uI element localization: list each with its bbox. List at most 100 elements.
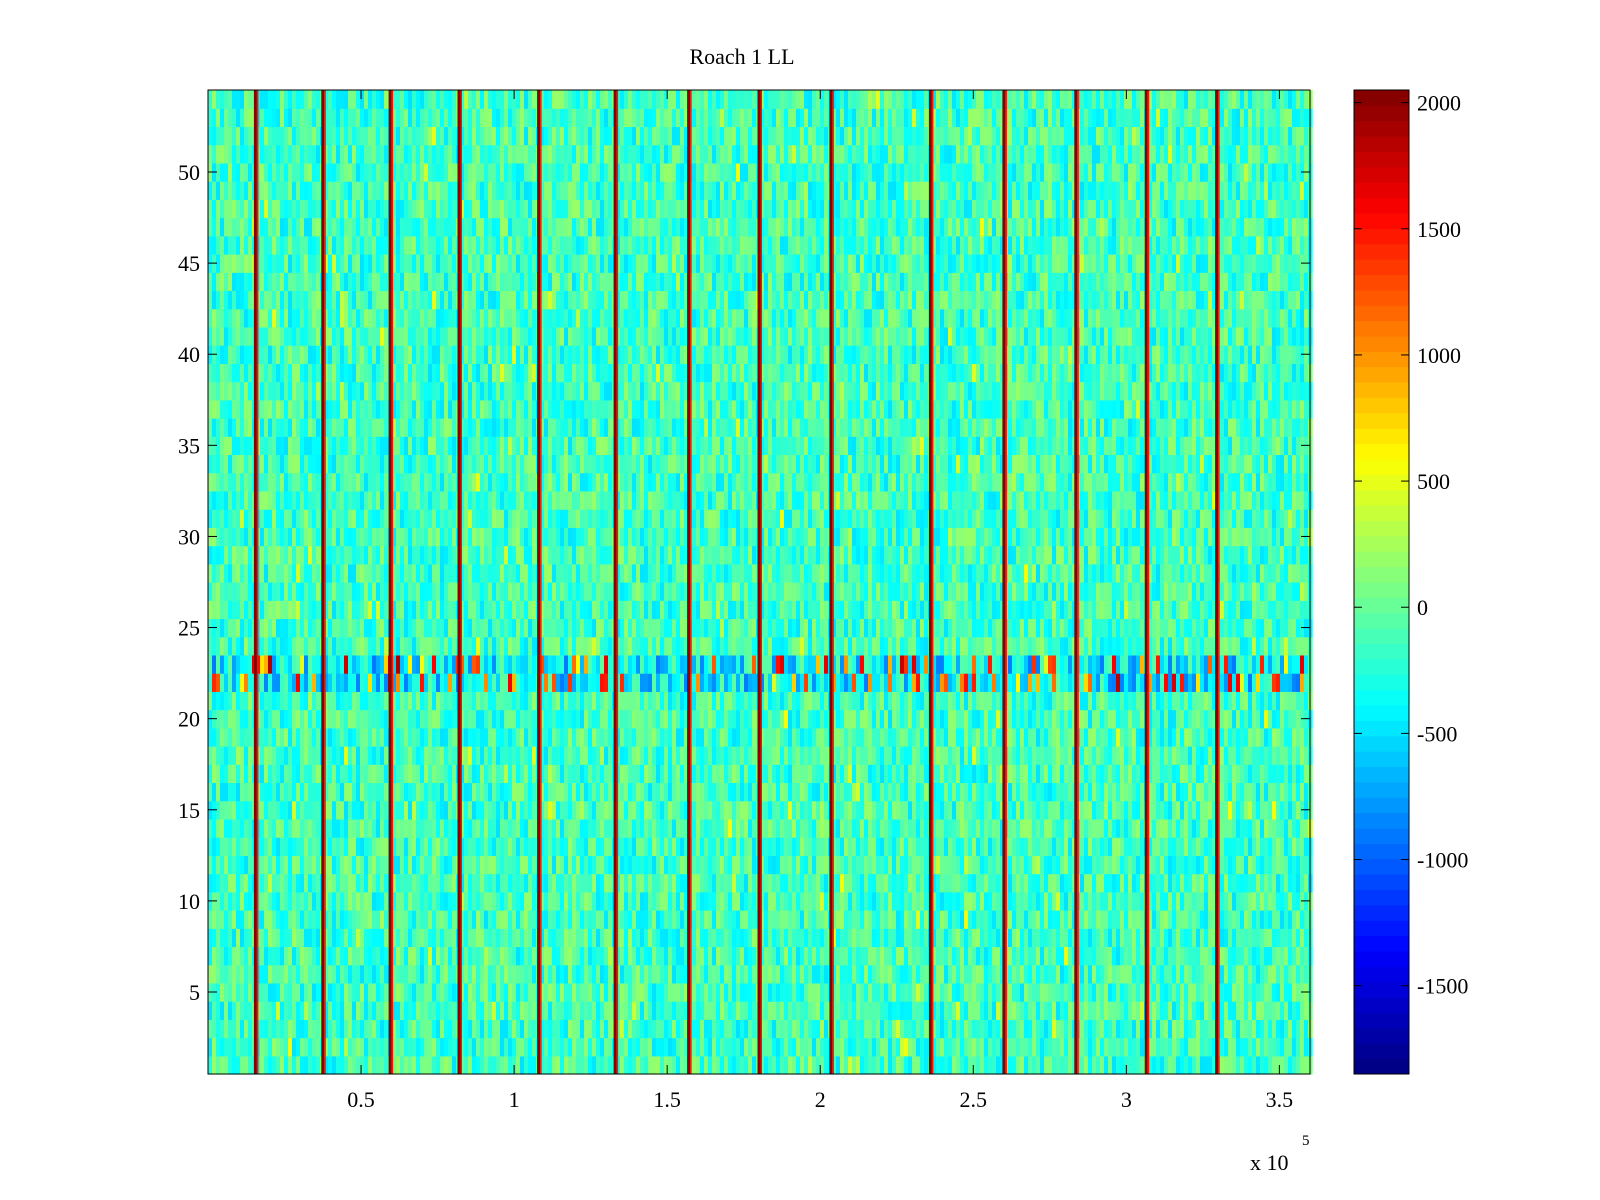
heatmap-cell [272, 728, 277, 747]
heatmap-cell [908, 746, 913, 765]
heatmap-cell [1068, 782, 1073, 801]
heatmap-cell [292, 1001, 297, 1020]
heatmap-cell [436, 1038, 441, 1057]
heatmap-cell [920, 946, 925, 965]
heatmap-cell [668, 892, 673, 911]
heatmap-cell [720, 837, 725, 856]
heatmap-cell [428, 910, 433, 929]
heatmap-cell [900, 928, 905, 947]
heatmap-cell [1052, 946, 1057, 965]
heatmap-cell [608, 910, 613, 929]
heatmap-cell [912, 910, 917, 929]
heatmap-cell [240, 837, 245, 856]
heatmap-cell [988, 746, 993, 765]
heatmap-cell [440, 837, 445, 856]
heatmap-cell [416, 1019, 421, 1038]
heatmap-cell [992, 764, 997, 783]
heatmap-cell [804, 892, 809, 911]
heatmap-cell [924, 1038, 929, 1057]
heatmap-cell [208, 764, 213, 783]
heatmap-cell [660, 764, 665, 783]
heatmap-cell [1268, 874, 1273, 893]
heatmap-cell [584, 1019, 589, 1038]
heatmap-cell [1296, 1056, 1301, 1075]
heatmap-cell [792, 983, 797, 1002]
heatmap-cell [1036, 910, 1041, 929]
heatmap-cell [344, 746, 349, 765]
heatmap-cell [576, 983, 581, 1002]
heatmap-cell [920, 1056, 925, 1075]
heatmap-cell [344, 946, 349, 965]
heatmap-cell [1188, 928, 1193, 947]
heatmap-cell [968, 855, 973, 874]
heatmap-cell [528, 965, 533, 984]
heatmap-cell [1240, 782, 1245, 801]
heatmap-cell [484, 1001, 489, 1020]
heatmap-cell [1200, 746, 1205, 765]
heatmap-cell [672, 764, 677, 783]
heatmap-cell [280, 1056, 285, 1075]
heatmap-cell [236, 1019, 241, 1038]
heatmap-cell [680, 1038, 685, 1057]
heatmap-cell [312, 764, 317, 783]
heatmap-cell [984, 1019, 989, 1038]
heatmap-cell [1124, 965, 1129, 984]
heatmap-cell [428, 965, 433, 984]
heatmap-cell [504, 819, 509, 838]
heatmap-cell [448, 1038, 453, 1057]
heatmap-cell [1296, 965, 1301, 984]
heatmap-cell [284, 819, 289, 838]
heatmap-cell [556, 782, 561, 801]
heatmap-cell [600, 837, 605, 856]
heatmap-cell [488, 1038, 493, 1057]
heatmap-cell [1012, 983, 1017, 1002]
heatmap-cell [856, 928, 861, 947]
heatmap-cell [800, 855, 805, 874]
heatmap-cell [1052, 910, 1057, 929]
heatmap-cell [900, 746, 905, 765]
heatmap-cell [1160, 746, 1165, 765]
heatmap-cell [876, 983, 881, 1002]
heatmap-cell [496, 910, 501, 929]
heatmap-cell [836, 928, 841, 947]
heatmap-cell [964, 855, 969, 874]
heatmap-cell [960, 1038, 965, 1057]
heatmap-cell [528, 764, 533, 783]
heatmap-cell [1088, 965, 1093, 984]
heatmap-cell [1104, 764, 1109, 783]
heatmap-cell [340, 837, 345, 856]
heatmap-cell [884, 946, 889, 965]
heatmap-cell [700, 928, 705, 947]
heatmap-cell [400, 855, 405, 874]
heatmap-cell [1048, 782, 1053, 801]
heatmap-cell [584, 983, 589, 1002]
heatmap-cell [916, 910, 921, 929]
heatmap-cell [1276, 983, 1281, 1002]
heatmap-cell [668, 965, 673, 984]
heatmap-cell [452, 1038, 457, 1057]
heatmap-cell [1248, 1019, 1253, 1038]
heatmap-cell [808, 837, 813, 856]
heatmap-cell [800, 1038, 805, 1057]
heatmap-cell [448, 874, 453, 893]
heatmap-cell [1008, 965, 1013, 984]
heatmap-cell [1172, 1019, 1177, 1038]
heatmap-cell [528, 983, 533, 1002]
heatmap-cell [916, 946, 921, 965]
heatmap-cell [636, 1038, 641, 1057]
heatmap-cell [360, 1001, 365, 1020]
heatmap-cell [1172, 782, 1177, 801]
heatmap-cell [548, 837, 553, 856]
heatmap-cell [340, 1001, 345, 1020]
heatmap-cell [1228, 1019, 1233, 1038]
heatmap-cell [1292, 928, 1297, 947]
heatmap-cell [800, 965, 805, 984]
heatmap-cell [560, 746, 565, 765]
heatmap-cell [1264, 1038, 1269, 1057]
heatmap-cell [704, 782, 709, 801]
heatmap-cell [908, 965, 913, 984]
heatmap-cell [280, 946, 285, 965]
heatmap-cell [700, 801, 705, 820]
heatmap-cell [872, 782, 877, 801]
heatmap-cell [304, 874, 309, 893]
